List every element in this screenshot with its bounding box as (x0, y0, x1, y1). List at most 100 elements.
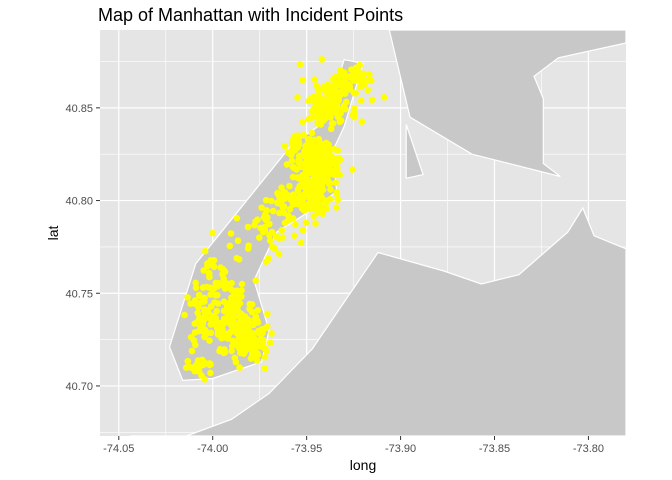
incident-point (269, 207, 277, 215)
region-bronx (388, 29, 627, 178)
incident-point (292, 221, 299, 228)
incident-point (261, 223, 269, 231)
incident-point (313, 82, 321, 90)
incident-point (228, 347, 235, 355)
incident-point (348, 66, 355, 73)
incident-point (234, 295, 242, 303)
incident-point (321, 142, 328, 149)
incident-point (321, 173, 328, 181)
incident-point (213, 307, 220, 315)
incident-point (318, 201, 325, 209)
y-tick-label: 40.85 (65, 103, 93, 115)
incident-point (294, 143, 302, 151)
incident-point (220, 282, 227, 289)
x-tick-label: -73.95 (291, 443, 322, 455)
incident-point (268, 330, 275, 337)
incident-point (327, 170, 334, 178)
incident-point (280, 209, 288, 217)
incident-point (214, 291, 221, 299)
incident-point (276, 209, 283, 217)
incident-point (336, 171, 344, 179)
incident-point (188, 347, 196, 355)
incident-point (318, 193, 325, 200)
incident-point (346, 83, 354, 91)
incident-point (265, 255, 272, 262)
incident-point (201, 315, 208, 323)
incident-point (230, 325, 238, 333)
incident-point (209, 229, 216, 237)
incident-point (294, 94, 301, 101)
incident-point (244, 223, 252, 231)
incident-point (320, 83, 328, 90)
y-tick-label: 40.75 (65, 288, 93, 300)
incident-point (337, 156, 344, 163)
incident-point (308, 203, 315, 210)
incident-point (250, 321, 257, 329)
incident-point (206, 337, 213, 344)
incident-point (312, 220, 319, 227)
incident-point (286, 206, 294, 213)
incident-point (207, 369, 214, 377)
incident-point (333, 204, 340, 211)
incident-point (216, 347, 223, 355)
incident-point (248, 354, 256, 361)
incident-point (248, 331, 256, 338)
incident-point (181, 311, 188, 319)
incident-point (252, 277, 259, 284)
incident-point (307, 141, 314, 148)
incident-point (225, 330, 233, 338)
incident-point (201, 247, 209, 255)
incident-point (289, 173, 297, 181)
incident-point (275, 250, 283, 258)
region-randalls-island (405, 124, 424, 180)
incident-point (278, 184, 285, 191)
incident-point (258, 204, 265, 211)
incident-point (341, 69, 348, 76)
incident-point (299, 118, 307, 126)
incident-point (326, 154, 334, 161)
incident-point (310, 160, 318, 168)
incident-point (226, 242, 234, 250)
incident-point (321, 100, 329, 107)
incident-point (192, 279, 199, 287)
incident-point (289, 163, 297, 171)
incident-point (261, 353, 269, 361)
incident-point (191, 329, 199, 336)
incident-point (310, 196, 318, 203)
incident-point (188, 364, 196, 372)
incident-point (190, 337, 198, 344)
incident-point (261, 365, 269, 372)
incident-point (322, 88, 330, 96)
incident-point (212, 279, 219, 287)
incident-point (242, 323, 250, 331)
incident-point (264, 310, 271, 318)
incident-point (229, 342, 236, 350)
incident-point (366, 70, 373, 78)
incident-point (204, 260, 211, 267)
incident-point (254, 307, 261, 314)
incident-point (349, 166, 356, 173)
incident-point (184, 357, 192, 365)
incident-point (297, 239, 305, 247)
incident-point (233, 214, 241, 222)
incident-point (380, 94, 388, 101)
incident-point (191, 320, 199, 327)
incident-point (251, 316, 259, 323)
incident-point (204, 308, 212, 316)
incident-point (261, 211, 269, 218)
incident-point (252, 218, 259, 225)
incident-point (296, 61, 304, 68)
incident-point (267, 339, 274, 347)
incident-point (262, 196, 270, 204)
incident-point (315, 209, 323, 216)
incident-point (266, 237, 274, 244)
incident-point (308, 108, 316, 115)
incident-point (305, 115, 313, 123)
incident-point (342, 105, 349, 113)
incident-point (203, 283, 211, 291)
incident-point (235, 313, 243, 321)
incident-point (306, 167, 314, 175)
y-axis-title: lat (45, 226, 61, 241)
incident-point (229, 294, 236, 302)
incident-point (334, 196, 342, 203)
